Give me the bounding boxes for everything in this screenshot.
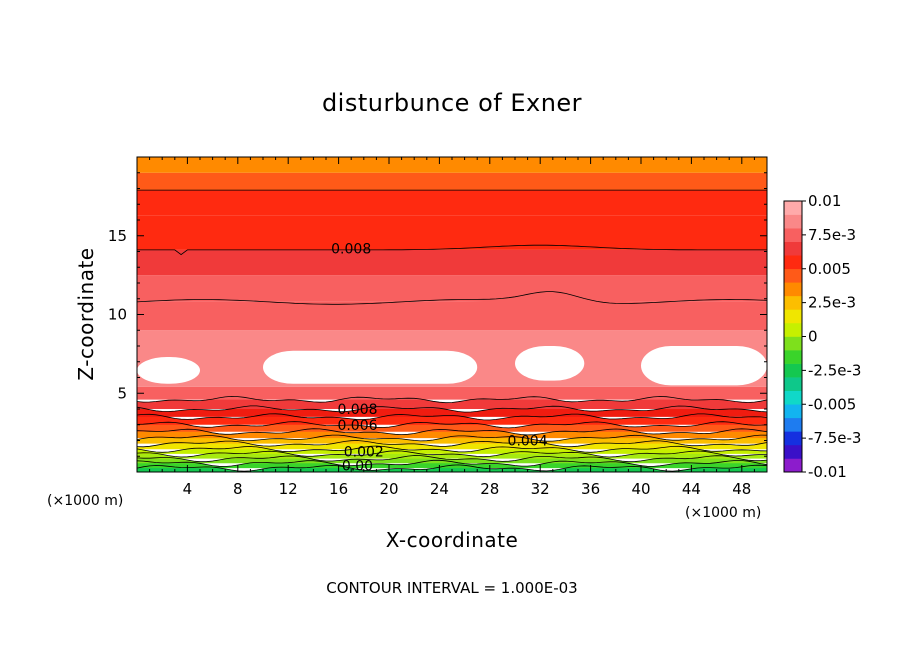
x-tick-label: 12 [279,480,298,498]
x-axis-ticks: 4 8 12 16 20 24 28 32 36 40 44 48 [149,157,755,498]
colorbar-tick-label: 0 [808,328,818,346]
contour-line [136,405,768,413]
contour-line [136,413,768,421]
x-tick-label: 48 [732,480,751,498]
colorbar-swatch [784,431,802,446]
y-axis-ticks: 5 10 15 [108,172,767,457]
contour-line [136,440,768,448]
contour-band [137,386,767,400]
contour-label: 0.00 [342,459,373,475]
contour-line [136,459,768,467]
x-tick-label: 28 [480,480,499,498]
chart-title: disturbunce of Exner [322,89,582,117]
contour-label: 0.008 [337,402,377,418]
colorbar-swatch [784,377,802,391]
contour-band [137,450,767,459]
contour-label: 0.004 [508,434,548,450]
x-tick-label: 44 [682,480,701,498]
filled-contours [137,157,767,472]
contour-band [137,465,767,472]
contour-interval-note: CONTOUR INTERVAL = 1.000E-03 [326,579,577,597]
colorbar-swatch [784,228,802,242]
y-unit-label: (×1000 m) [47,493,123,509]
x-tick-label: 32 [531,480,550,498]
colorbar-swatch [784,390,802,405]
max-region [515,346,585,381]
contour-label: 0.008 [331,241,371,257]
x-tick-label: 16 [329,480,348,498]
colorbar-tick-label: -0.005 [808,395,856,413]
contour-line [136,434,768,442]
colorbar: 0.01 7.5e-3 0.005 2.5e-3 0 -2.5e-3 -0.005 -7.5e… [783,192,861,481]
max-region [263,350,478,384]
contour-band [137,215,767,250]
contour-lines [136,189,768,472]
colorbar-tick-label: 7.5e-3 [808,226,856,244]
contour-band [137,157,767,173]
colorbar-swatch [784,417,802,432]
contour-line [136,428,768,436]
contour-line [136,455,768,463]
x-tick-label: 40 [631,480,650,498]
max-region [641,346,767,386]
x-tick-label: 20 [379,480,398,498]
x-tick-label: 24 [430,480,449,498]
contour-label: 0.006 [337,418,377,434]
colorbar-swatch [784,268,802,283]
max-regions [137,346,767,386]
contour-band [137,405,767,417]
colorbar-tick-label: 0.005 [808,260,851,278]
colorbar-swatch [784,404,802,419]
max-region [137,357,200,384]
colorbar-swatch [784,363,802,378]
contour-band [137,440,767,450]
x-unit-label: (×1000 m) [685,505,761,521]
contour-line [136,450,768,458]
colorbar-swatch [784,295,802,310]
y-tick-label: 10 [108,306,127,324]
contour-band [137,275,767,302]
y-tick-label: 15 [108,227,127,245]
y-axis-label: Z-coordinate [74,247,98,380]
colorbar-swatch [784,255,802,270]
colorbar-swatch [784,458,802,473]
x-tick-label: 36 [581,480,600,498]
contour-line [136,421,768,429]
contour-line [136,445,768,453]
contour-band [137,190,767,216]
contour-band [137,435,767,444]
contour-line [137,244,767,256]
contour-line [136,395,768,404]
contour-line [136,464,768,472]
colorbar-swatch [784,241,802,256]
colorbar-swatch [784,444,802,459]
colorbar-swatch [784,309,802,324]
colorbar-swatch [784,214,802,229]
colorbar-swatch [784,322,802,337]
colorbar-tick-label: -2.5e-3 [808,361,861,379]
x-tick-label: 8 [233,480,243,498]
colorbar-swatch [784,201,802,215]
colorbar-swatch [784,282,802,297]
contour-band [137,290,767,331]
contour-line [136,291,768,305]
contour-band [137,446,767,454]
colorbar-tick-label: 0.01 [808,192,841,210]
colorbar-swatch [784,336,802,351]
y-tick-label: 5 [117,384,127,402]
contour-band [137,249,767,276]
contour-label: 0.002 [344,445,384,461]
colorbar-tick-label: 2.5e-3 [808,294,856,312]
x-tick-label: 4 [183,480,193,498]
x-axis-label: X-coordinate [386,528,519,552]
contour-band [137,172,767,191]
colorbar-tick-label: -7.5e-3 [808,429,861,447]
colorbar-tick-label: -0.01 [808,463,847,481]
colorbar-swatch [784,350,802,364]
